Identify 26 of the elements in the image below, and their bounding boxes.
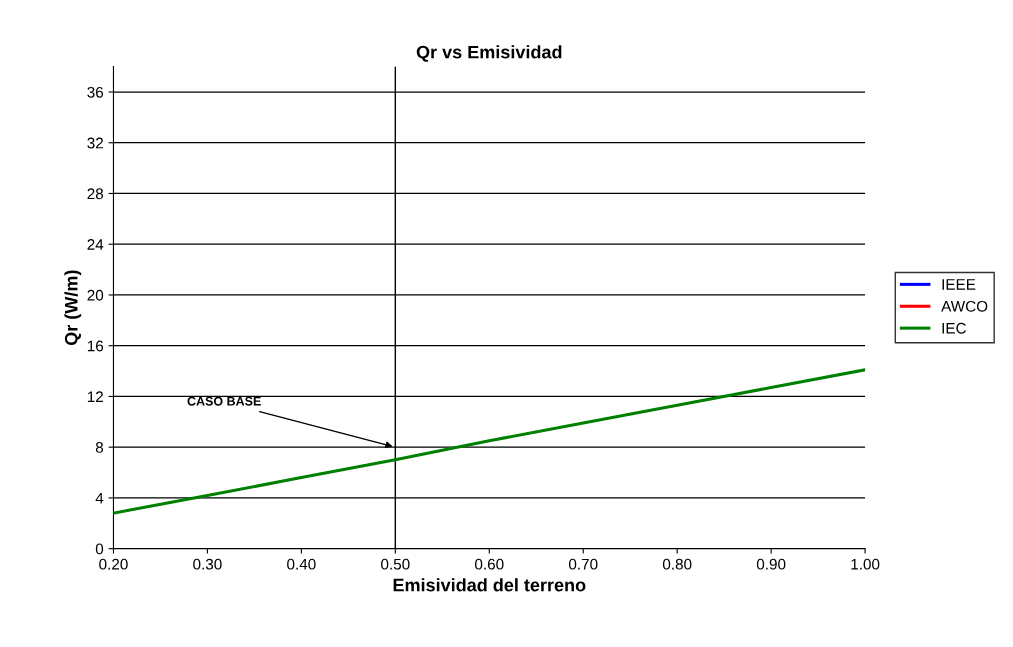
legend-label: IEC — [942, 322, 967, 334]
y-tick-label: 24 — [87, 239, 104, 250]
y-tick-label: 0 — [95, 543, 104, 555]
y-tick-label: 20 — [87, 289, 104, 301]
x-tick-label: 0.30 — [193, 558, 222, 570]
chart-title: Qr vs Emisividad — [416, 45, 562, 62]
x-tick-label: 0.20 — [99, 558, 128, 570]
x-tick-label: 0.70 — [568, 558, 598, 570]
y-tick-label: 36 — [87, 86, 104, 98]
legend-label: AWCO — [941, 300, 988, 312]
y-tick-label: 16 — [87, 340, 104, 352]
y-tick-label: 28 — [87, 188, 104, 200]
y-tick-label: 4 — [95, 492, 104, 504]
x-tick-label: 0.80 — [662, 558, 692, 570]
annotation: CASO BASE — [187, 396, 261, 406]
x-tick-label: 0.60 — [475, 558, 504, 570]
x-tick-label: 0.90 — [756, 558, 786, 570]
x-tick-label: 1.00 — [851, 558, 880, 570]
legend-label: IEEE — [942, 279, 976, 290]
x-axis-title: Emisividad del terreno — [393, 578, 586, 592]
y-tick-label: 12 — [87, 391, 103, 402]
x-tick-label: 0.50 — [381, 558, 410, 570]
y-tick-label: 8 — [95, 442, 104, 453]
y-axis-title: Qr (W/m) — [64, 270, 82, 346]
y-tick-label: 32 — [87, 137, 103, 149]
x-tick-label: 0.40 — [287, 558, 316, 570]
